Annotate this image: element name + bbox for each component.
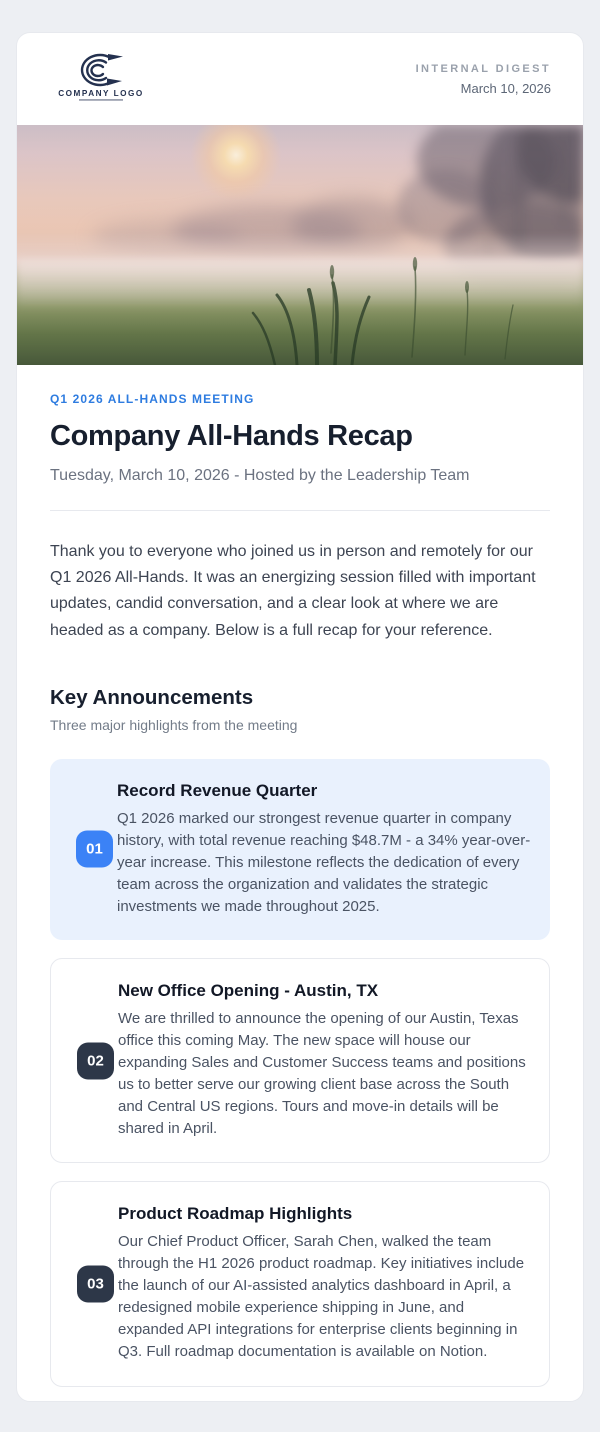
- hero-sun: [190, 125, 282, 201]
- article-eyebrow: Q1 2026 ALL-HANDS MEETING: [50, 392, 255, 406]
- announcement-body: Our Chief Product Officer, Sarah Chen, w…: [118, 1233, 525, 1361]
- section-heading: Key Announcements: [50, 685, 254, 709]
- announcement-card-1: 01 Record Revenue Quarter Q1 2026 marked…: [50, 758, 550, 940]
- announcement-title: Record Revenue Quarter: [117, 780, 318, 800]
- hero-grass-fog: [17, 259, 583, 311]
- article-body: Q1 2026 ALL-HANDS MEETING Company All-Ha…: [17, 365, 583, 1387]
- issue-date: March 10, 2026: [460, 80, 551, 96]
- announcement-list: 01 Record Revenue Quarter Q1 2026 marked…: [50, 758, 550, 1387]
- bottom-spacer: [17, 1387, 583, 1401]
- header-meta: INTERNAL DIGEST March 10, 2026: [416, 63, 551, 96]
- company-logo: COMPANY LOGO: [49, 51, 153, 108]
- divider: [50, 509, 550, 511]
- intro-paragraph: Thank you to everyone who joined us in p…: [50, 542, 536, 639]
- announcement-number-badge: 03: [77, 1265, 114, 1303]
- page-title: Company All-Hands Recap: [50, 420, 413, 452]
- announcement-title: Product Roadmap Highlights: [118, 1204, 353, 1224]
- brand-name: COMPANY LOGO: [58, 89, 143, 98]
- announcement-card-2: 02 New Office Opening - Austin, TX We ar…: [50, 957, 550, 1164]
- digest-kicker: INTERNAL DIGEST: [415, 62, 551, 75]
- newsletter-header: COMPANY LOGO INTERNAL DIGEST March 10, 2…: [17, 33, 583, 125]
- article-subtitle: Tuesday, March 10, 2026 - Hosted by the …: [50, 466, 470, 484]
- brand-tagline-line: [79, 98, 123, 101]
- hero-haze: [17, 125, 583, 365]
- newsletter-card: COMPANY LOGO INTERNAL DIGEST March 10, 2…: [16, 32, 584, 1402]
- announcement-number-badge: 01: [76, 830, 113, 868]
- announcement-body: Q1 2026 marked our strongest revenue qua…: [117, 809, 531, 915]
- hero-image: [17, 125, 583, 365]
- section-subheading: Three major highlights from the meeting: [50, 716, 298, 733]
- hero-grass-blades: [251, 257, 514, 365]
- announcement-title: New Office Opening - Austin, TX: [118, 980, 379, 1000]
- announcement-card-3: 03 Product Roadmap Highlights Our Chief …: [50, 1181, 550, 1387]
- company-logo-icon: COMPANY LOGO: [58, 53, 143, 101]
- announcement-body: We are thrilled to announce the opening …: [118, 1009, 526, 1138]
- hero-trees: [397, 125, 583, 292]
- announcement-number-badge: 02: [77, 1042, 114, 1080]
